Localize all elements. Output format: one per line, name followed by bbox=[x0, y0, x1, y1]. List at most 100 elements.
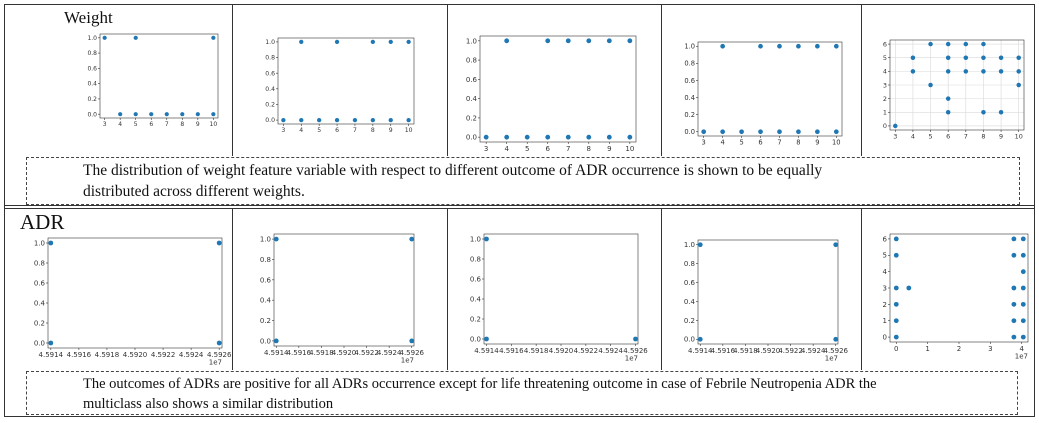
x-tick-label: 4.5924 bbox=[801, 347, 826, 355]
x-offset-label: 1e7 bbox=[1015, 353, 1028, 361]
x-tick-label: 10 bbox=[1015, 132, 1023, 140]
x-tick-label: 6 bbox=[546, 145, 551, 153]
x-tick-label: 6 bbox=[149, 121, 153, 128]
plot-frame bbox=[99, 33, 219, 119]
y-tick-label: 0.2 bbox=[684, 317, 695, 325]
y-tick-label: 1.0 bbox=[265, 39, 275, 46]
x-tick-label: 9 bbox=[389, 127, 393, 134]
y-tick-label: 5 bbox=[883, 54, 887, 62]
data-point bbox=[1011, 318, 1017, 324]
x-tick-label: 5 bbox=[929, 132, 933, 140]
x-tick-label: 4.5926 bbox=[207, 351, 232, 359]
y-tick-label: 3 bbox=[883, 81, 887, 89]
data-point bbox=[586, 134, 592, 140]
x-tick-label: 10 bbox=[832, 139, 841, 147]
data-point bbox=[963, 41, 969, 47]
data-point bbox=[216, 340, 222, 346]
weight-caption-line-1: The distribution of weight feature varia… bbox=[83, 162, 823, 179]
adr-section-label: ADR bbox=[20, 210, 65, 234]
x-tick-label: 4 bbox=[299, 127, 303, 134]
plot-frame bbox=[697, 41, 843, 137]
data-point bbox=[815, 129, 820, 135]
y-tick-label: 0.0 bbox=[470, 335, 481, 343]
y-tick-label: 0.6 bbox=[466, 76, 478, 84]
y-tick-label: 0.8 bbox=[684, 260, 695, 268]
data-point bbox=[102, 35, 107, 40]
data-point bbox=[945, 110, 951, 115]
data-point bbox=[701, 129, 707, 135]
x-tick-label: 1 bbox=[925, 345, 929, 353]
data-point bbox=[833, 242, 839, 248]
data-point bbox=[211, 112, 216, 117]
x-tick-label: 7 bbox=[165, 121, 169, 128]
x-tick-label: 10 bbox=[405, 127, 413, 134]
y-tick-label: 1 bbox=[883, 109, 887, 117]
row-divider bbox=[4, 205, 1035, 206]
data-point bbox=[483, 134, 489, 140]
y-tick-label: 0.8 bbox=[34, 259, 45, 267]
plot-frame bbox=[483, 233, 639, 345]
data-point bbox=[833, 43, 839, 49]
x-tick-label: 10 bbox=[210, 121, 218, 128]
adr-caption-line-2: multiclass also shows a similar distribu… bbox=[83, 396, 334, 412]
data-point bbox=[633, 336, 638, 342]
data-point bbox=[945, 55, 951, 60]
y-tick-label: 0.2 bbox=[684, 111, 695, 119]
data-point bbox=[1016, 55, 1021, 60]
x-tick-label: 4.5926 bbox=[623, 347, 648, 355]
y-tick-label: 0.6 bbox=[470, 275, 482, 283]
x-tick-label: 9 bbox=[999, 132, 1003, 140]
y-tick-label: 0.2 bbox=[34, 319, 45, 327]
y-tick-label: 0.4 bbox=[470, 295, 482, 303]
x-tick-label: 4.5922 bbox=[778, 347, 803, 355]
x-tick-label: 3 bbox=[281, 127, 285, 134]
y-tick-label: 0.0 bbox=[466, 134, 477, 142]
data-point bbox=[565, 38, 571, 44]
data-point bbox=[833, 129, 839, 135]
x-tick-label: 4.5922 bbox=[151, 351, 176, 359]
x-tick-label: 4 bbox=[504, 145, 509, 153]
data-point bbox=[796, 129, 801, 135]
cell-divider bbox=[447, 208, 448, 370]
data-point bbox=[118, 112, 123, 117]
data-point bbox=[910, 55, 916, 60]
scatter-plot-weight-3: 3 4 5 6 7 8 9 10 0.0 0.2 0.4 0.6 0.8 1.0 bbox=[466, 35, 637, 153]
cell-divider bbox=[661, 4, 662, 156]
data-point bbox=[893, 123, 898, 129]
x-offset-label: 1e7 bbox=[209, 359, 222, 367]
y-tick-label: 0.4 bbox=[34, 299, 46, 307]
data-point bbox=[504, 134, 510, 140]
scatter-plot-adr-1: 4.5914 4.5916 4.5918 4.5920 4.5922 4.5924 4.59… bbox=[34, 237, 232, 367]
y-tick-label: 1.0 bbox=[260, 236, 271, 244]
adr-caption: The outcomes of ADRs are positive for al… bbox=[26, 371, 1018, 415]
data-point bbox=[893, 252, 899, 258]
data-point bbox=[299, 39, 304, 45]
x-tick-label: 5 bbox=[525, 145, 529, 153]
data-point bbox=[216, 240, 222, 246]
y-tick-label: 1.0 bbox=[34, 239, 45, 247]
data-point bbox=[180, 112, 185, 117]
y-tick-label: 0.8 bbox=[260, 256, 271, 264]
data-point bbox=[149, 112, 154, 117]
data-point bbox=[928, 82, 933, 88]
y-tick-label: 0.0 bbox=[684, 128, 695, 136]
y-tick-label: 0.6 bbox=[684, 77, 695, 85]
y-tick-label: 1.0 bbox=[466, 37, 477, 45]
data-point bbox=[504, 38, 510, 44]
data-point bbox=[334, 39, 340, 45]
y-tick-label: 0.8 bbox=[466, 57, 477, 65]
y-tick-label: 0.2 bbox=[466, 114, 477, 122]
data-point bbox=[524, 134, 530, 140]
data-point bbox=[484, 236, 489, 242]
data-point bbox=[1020, 301, 1026, 307]
data-point bbox=[697, 336, 703, 342]
x-tick-label: 3 bbox=[988, 345, 992, 353]
plot-frame bbox=[697, 239, 839, 345]
x-tick-label: 8 bbox=[981, 132, 985, 140]
data-point bbox=[586, 38, 592, 44]
data-point bbox=[739, 129, 744, 135]
data-point bbox=[388, 39, 393, 45]
x-offset-label: 1e7 bbox=[825, 355, 838, 363]
x-tick-label: 5 bbox=[317, 127, 321, 134]
